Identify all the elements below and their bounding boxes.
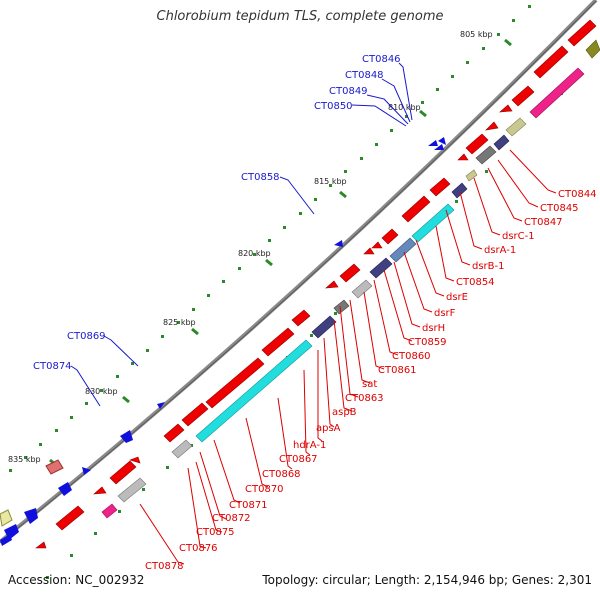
gene-ct0848 [434, 144, 444, 150]
gene-blue-box4 [0, 534, 12, 546]
label-ct0875: CT0875 [196, 527, 235, 538]
gene-ct0846 [428, 140, 438, 146]
label-dsre: dsrE [446, 292, 468, 303]
label-ct0874: CT0874 [33, 361, 72, 372]
label-sat: sat [362, 379, 377, 390]
genome-backbone [0, 0, 598, 544]
label-dsra1: dsrA-1 [484, 245, 516, 256]
gene-blue-box1 [58, 482, 72, 496]
label-ct0847: CT0847 [524, 217, 563, 228]
label-ct0871: CT0871 [229, 500, 268, 511]
label-ct0849: CT0849 [329, 86, 368, 97]
forward-genes [0, 137, 446, 546]
label-ct0846: CT0846 [362, 54, 401, 65]
label-ct0867: CT0867 [279, 454, 318, 465]
scale-label: 830 kbp [85, 387, 118, 396]
scale-label: 815 kbp [314, 177, 347, 186]
label-ct0869: CT0869 [67, 331, 106, 342]
gene-ct0869 [157, 402, 165, 409]
accession-text: Accession: NC_002932 [8, 573, 145, 587]
gene-ct0874b [82, 467, 91, 475]
topology-text: Topology: circular; Length: 2,154,946 bp… [262, 573, 592, 587]
scale-label: 810 kbp [388, 103, 421, 112]
reverse-leaders [139, 149, 557, 565]
label-ct0848: CT0848 [345, 70, 384, 81]
reverse-labels: CT0844 CT0845 CT0847 dsrC-1 dsrA-1 dsrB-… [145, 189, 597, 572]
label-dsrh: dsrH [422, 323, 445, 334]
label-ct0872: CT0872 [212, 513, 251, 524]
label-dsrc1: dsrC-1 [502, 231, 535, 242]
label-ct0861: CT0861 [378, 365, 417, 376]
forward-labels: CT0846 CT0848 CT0849 CT0850 CT0858 CT086… [33, 54, 401, 372]
label-ct0863: CT0863 [345, 393, 384, 404]
label-ct0854: CT0854 [456, 277, 495, 288]
label-ct0870: CT0870 [245, 484, 284, 495]
label-ct0845: CT0845 [540, 203, 579, 214]
label-hdra1: hdrA-1 [293, 440, 326, 451]
gene-blue-box2 [24, 508, 38, 524]
reverse-genes [55, 19, 597, 531]
scale-labels: 805 kbp 810 kbp 815 kbp 820 kbp 825 kbp … [8, 30, 493, 464]
label-aspb: aspB [332, 407, 357, 418]
scale-label: 820 kbp [238, 249, 271, 258]
label-ct0868: CT0868 [262, 469, 301, 480]
label-ct0850: CT0850 [314, 101, 353, 112]
forward-leaders [70, 62, 413, 407]
label-ct0878: CT0878 [145, 561, 184, 572]
label-ct0860: CT0860 [392, 351, 431, 362]
gene-ct0849 [438, 137, 446, 145]
label-ct0859: CT0859 [408, 337, 447, 348]
label-apsa: apsA [316, 423, 341, 434]
genome-backbone-highlight [0, 0, 597, 544]
scale-label: 825 kbp [163, 318, 196, 327]
label-ct0844: CT0844 [558, 189, 597, 200]
gene-ct0858 [334, 240, 343, 247]
gene-ct0874a [120, 430, 133, 443]
reverse-genes-row2 [35, 39, 600, 549]
label-dsrb1: dsrB-1 [472, 261, 505, 272]
label-ct0876: CT0876 [179, 543, 218, 554]
scale-label: 805 kbp [460, 30, 493, 39]
scale-dots [9, 5, 531, 472]
scale-label: 835 kbp [8, 455, 41, 464]
forward-genes-extra [0, 459, 64, 527]
map-title: Chlorobium tepidum TLS, complete genome [156, 9, 444, 24]
scale-ticks [49, 38, 512, 467]
label-dsrf: dsrF [434, 308, 456, 319]
inner-ticks [46, 92, 563, 579]
label-ct0858: CT0858 [241, 172, 280, 183]
